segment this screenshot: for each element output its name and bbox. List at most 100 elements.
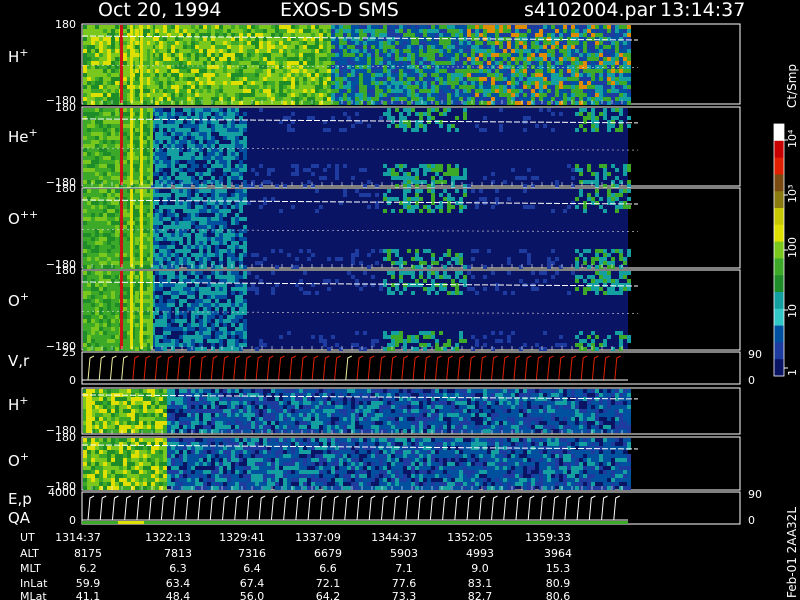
heatmap-cell <box>627 81 631 85</box>
heatmap-cell <box>575 85 579 89</box>
heatmap-cell <box>187 261 191 265</box>
heatmap-cell <box>243 225 247 229</box>
heatmap-cell <box>315 29 319 33</box>
heatmap-cell <box>167 249 171 253</box>
heatmap-cell <box>447 81 451 85</box>
heatmap-cell <box>239 217 243 221</box>
heatmap-cell <box>555 89 559 93</box>
heatmap-cell <box>91 73 95 77</box>
heatmap-cell <box>451 61 455 65</box>
heatmap-cell <box>87 261 91 265</box>
heatmap-cell <box>91 257 95 261</box>
heatmap-cell <box>615 209 619 213</box>
heatmap-cell <box>259 65 263 69</box>
heatmap-cell <box>611 77 615 81</box>
heatmap-cell <box>471 97 475 101</box>
heatmap-cell <box>111 140 115 144</box>
heatmap-cell <box>307 168 311 172</box>
heatmap-cell <box>495 77 499 81</box>
heatmap-cell <box>143 237 147 241</box>
heatmap-cell <box>111 319 115 323</box>
heatmap-cell <box>107 261 111 265</box>
heatmap-cell <box>115 205 119 209</box>
heatmap-cell <box>231 89 235 93</box>
heatmap-cell <box>199 73 203 77</box>
heatmap-cell <box>111 271 115 275</box>
heatmap-cell <box>199 249 203 253</box>
heatmap-cell <box>255 41 259 45</box>
heatmap-cell <box>315 61 319 65</box>
heatmap-cell <box>371 45 375 49</box>
heatmap-cell <box>455 168 459 172</box>
heatmap-cell <box>159 253 163 257</box>
heatmap-cell <box>575 77 579 81</box>
heatmap-cell <box>219 77 223 81</box>
heatmap-cell <box>159 156 163 160</box>
heatmap-cell <box>303 168 307 172</box>
heatmap-cell <box>95 237 99 241</box>
heatmap-cell <box>523 81 527 85</box>
heatmap-cell <box>375 81 379 85</box>
heatmap-cell <box>211 73 215 77</box>
heatmap-cell <box>111 101 115 105</box>
heatmap-cell <box>539 45 543 49</box>
heatmap-cell <box>351 57 355 61</box>
heatmap-cell <box>243 124 247 128</box>
heatmap-cell <box>579 33 583 37</box>
heatmap-cell <box>159 261 163 265</box>
heatmap-cell <box>547 41 551 45</box>
heatmap-cell <box>623 77 627 81</box>
heatmap-cell <box>603 61 607 65</box>
heatmap-cell <box>283 45 287 49</box>
heatmap-cell <box>239 101 243 105</box>
heatmap-cell <box>603 29 607 33</box>
heatmap-cell <box>175 152 179 156</box>
heatmap-cell <box>287 81 291 85</box>
heatmap-cell <box>91 241 95 245</box>
heatmap-cell <box>175 156 179 160</box>
heatmap-cell <box>303 57 307 61</box>
heatmap-cell <box>431 77 435 81</box>
heatmap-cell <box>167 160 171 164</box>
heatmap-cell <box>231 112 235 116</box>
heatmap-cell <box>359 41 363 45</box>
heatmap-cell <box>283 37 287 41</box>
heatmap-cell <box>387 197 391 201</box>
heatmap-cell <box>267 49 271 53</box>
heatmap-cell <box>147 37 151 41</box>
heatmap-cell <box>239 33 243 37</box>
heatmap-cell <box>127 101 131 105</box>
heatmap-cell <box>91 265 95 269</box>
heatmap-cell <box>187 176 191 180</box>
heatmap-cell <box>159 217 163 221</box>
heatmap-cell <box>211 205 215 209</box>
heatmap-cell <box>219 156 223 160</box>
heatmap-cell <box>319 25 323 29</box>
heatmap-cell <box>579 81 583 85</box>
heatmap-cell <box>615 61 619 65</box>
heatmap-cell <box>371 41 375 45</box>
heatmap-cell <box>143 245 147 249</box>
heatmap-cell <box>395 197 399 201</box>
heatmap-cell <box>111 237 115 241</box>
heatmap-cell <box>427 61 431 65</box>
heatmap-cell <box>243 85 247 89</box>
heatmap-cell <box>247 73 251 77</box>
heatmap-cell <box>143 213 147 217</box>
heatmap-cell <box>343 93 347 97</box>
heatmap-cell <box>255 89 259 93</box>
heatmap-cell <box>123 295 127 299</box>
heatmap-cell <box>219 108 223 112</box>
heatmap-cell <box>231 221 235 225</box>
heatmap-cell <box>295 81 299 85</box>
heatmap-cell <box>423 128 427 132</box>
heatmap-cell <box>595 73 599 77</box>
heatmap-cell <box>163 41 167 45</box>
heatmap-cell <box>187 225 191 229</box>
heatmap-cell <box>159 73 163 77</box>
heatmap-cell <box>403 201 407 205</box>
heatmap-cell <box>603 49 607 53</box>
heatmap-cell <box>587 97 591 101</box>
heatmap-cell <box>387 61 391 65</box>
heatmap-cell <box>307 93 311 97</box>
